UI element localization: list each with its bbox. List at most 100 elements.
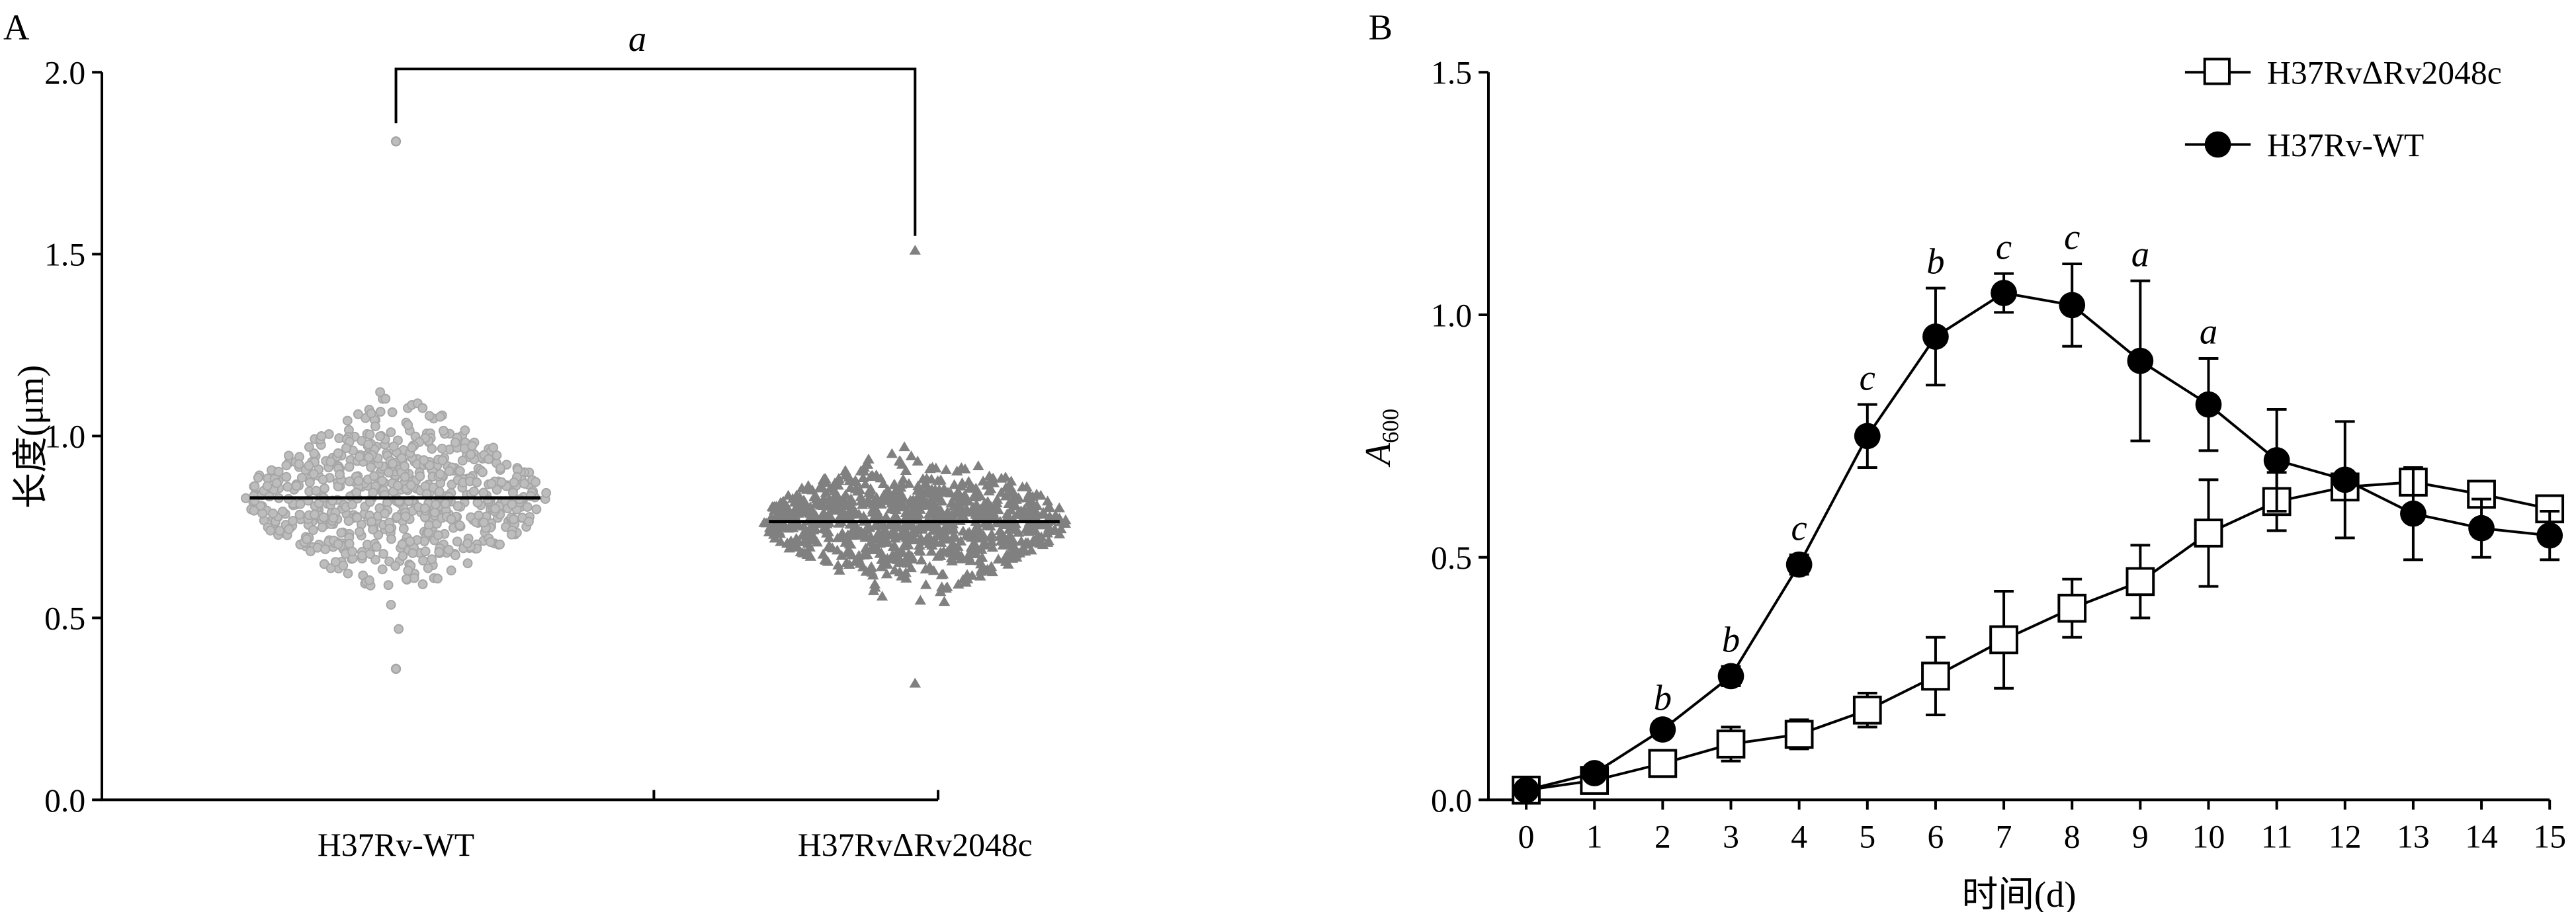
data-point <box>2400 500 2426 527</box>
data-point <box>472 477 482 487</box>
data-point <box>948 479 961 489</box>
data-point <box>845 530 857 540</box>
panel-a-ytick-label: 0.5 <box>44 601 85 637</box>
data-point <box>996 530 1008 541</box>
data-point <box>855 491 867 501</box>
data-point <box>930 462 942 473</box>
data-point <box>363 439 374 450</box>
data-point <box>478 467 488 477</box>
data-point <box>816 481 828 491</box>
data-point <box>302 534 312 544</box>
data-point <box>1020 523 1032 534</box>
data-point <box>265 525 276 536</box>
data-point <box>462 558 473 569</box>
data-point <box>839 499 851 509</box>
data-point <box>773 509 785 520</box>
data-point <box>444 466 454 476</box>
data-point <box>268 508 279 518</box>
data-point <box>427 554 437 565</box>
data-point <box>863 453 875 464</box>
data-point <box>353 476 364 486</box>
data-point <box>865 530 877 541</box>
data-point <box>945 543 957 554</box>
data-point <box>1044 511 1056 521</box>
data-point <box>1002 558 1014 569</box>
data-point <box>342 415 353 426</box>
data-point <box>849 522 861 533</box>
data-point <box>450 550 460 561</box>
data-point <box>366 408 376 419</box>
significance-annotation: b <box>1654 677 1672 718</box>
data-point <box>912 480 924 491</box>
data-point <box>419 503 430 513</box>
data-point <box>343 568 353 579</box>
data-point <box>1019 546 1031 556</box>
data-point <box>951 466 963 476</box>
data-point <box>343 516 354 526</box>
data-point <box>507 499 517 509</box>
data-point <box>940 583 952 593</box>
data-point <box>304 477 315 487</box>
data-point <box>320 483 329 493</box>
data-point <box>496 477 507 487</box>
ylabel-main: A <box>1357 442 1398 467</box>
data-point <box>434 487 445 497</box>
data-point <box>858 462 871 472</box>
panel-b-xtick-label: 10 <box>2192 818 2225 854</box>
data-point <box>341 443 351 454</box>
data-point <box>1043 522 1055 533</box>
data-point <box>1922 323 1949 350</box>
data-point <box>805 521 817 532</box>
data-point <box>1648 749 1678 778</box>
data-point <box>427 444 437 454</box>
data-point <box>987 507 1000 517</box>
data-point <box>443 544 454 555</box>
ylabel-sub: 600 <box>1377 409 1403 443</box>
panel-b-xtick-label: 4 <box>1791 818 1807 854</box>
data-point <box>1581 760 1608 786</box>
panel-b-axes <box>1486 72 2550 802</box>
panel-b-ytick-label: 1.5 <box>1431 55 1472 91</box>
data-point <box>983 485 995 496</box>
data-point <box>415 471 425 481</box>
data-point <box>388 458 398 469</box>
panel-b-xtick-label: 14 <box>2465 818 2498 854</box>
data-point <box>981 563 994 574</box>
data-point <box>819 554 831 564</box>
data-point <box>1053 528 1066 539</box>
data-point <box>889 532 901 543</box>
panel-b-xtick-label: 15 <box>2533 818 2566 854</box>
data-point <box>311 485 322 496</box>
data-point <box>390 663 402 675</box>
data-point <box>922 481 934 492</box>
data-point <box>423 527 433 538</box>
data-point <box>433 530 443 540</box>
data-point <box>912 499 924 509</box>
data-point <box>249 505 259 516</box>
data-point <box>976 552 988 562</box>
data-point <box>961 529 973 540</box>
data-point <box>325 456 336 467</box>
data-point <box>354 526 365 537</box>
data-point <box>912 455 923 466</box>
data-point <box>334 470 345 480</box>
data-point <box>982 496 994 506</box>
panel-b-ytick-label: 0.5 <box>1431 540 1472 576</box>
panel-a-ytick-label: 0.0 <box>44 782 85 819</box>
data-point <box>371 542 382 552</box>
data-point <box>880 568 893 579</box>
data-point <box>881 558 894 569</box>
data-point <box>400 511 411 522</box>
data-point <box>420 546 431 557</box>
data-point <box>400 472 410 482</box>
data-point <box>849 556 861 566</box>
data-point <box>330 557 341 567</box>
data-point <box>390 136 402 147</box>
data-point <box>1011 552 1023 562</box>
data-point <box>945 487 957 498</box>
data-point <box>914 546 926 556</box>
data-point <box>904 509 916 520</box>
data-point <box>902 539 914 550</box>
data-point <box>974 490 986 501</box>
data-point <box>931 522 943 532</box>
